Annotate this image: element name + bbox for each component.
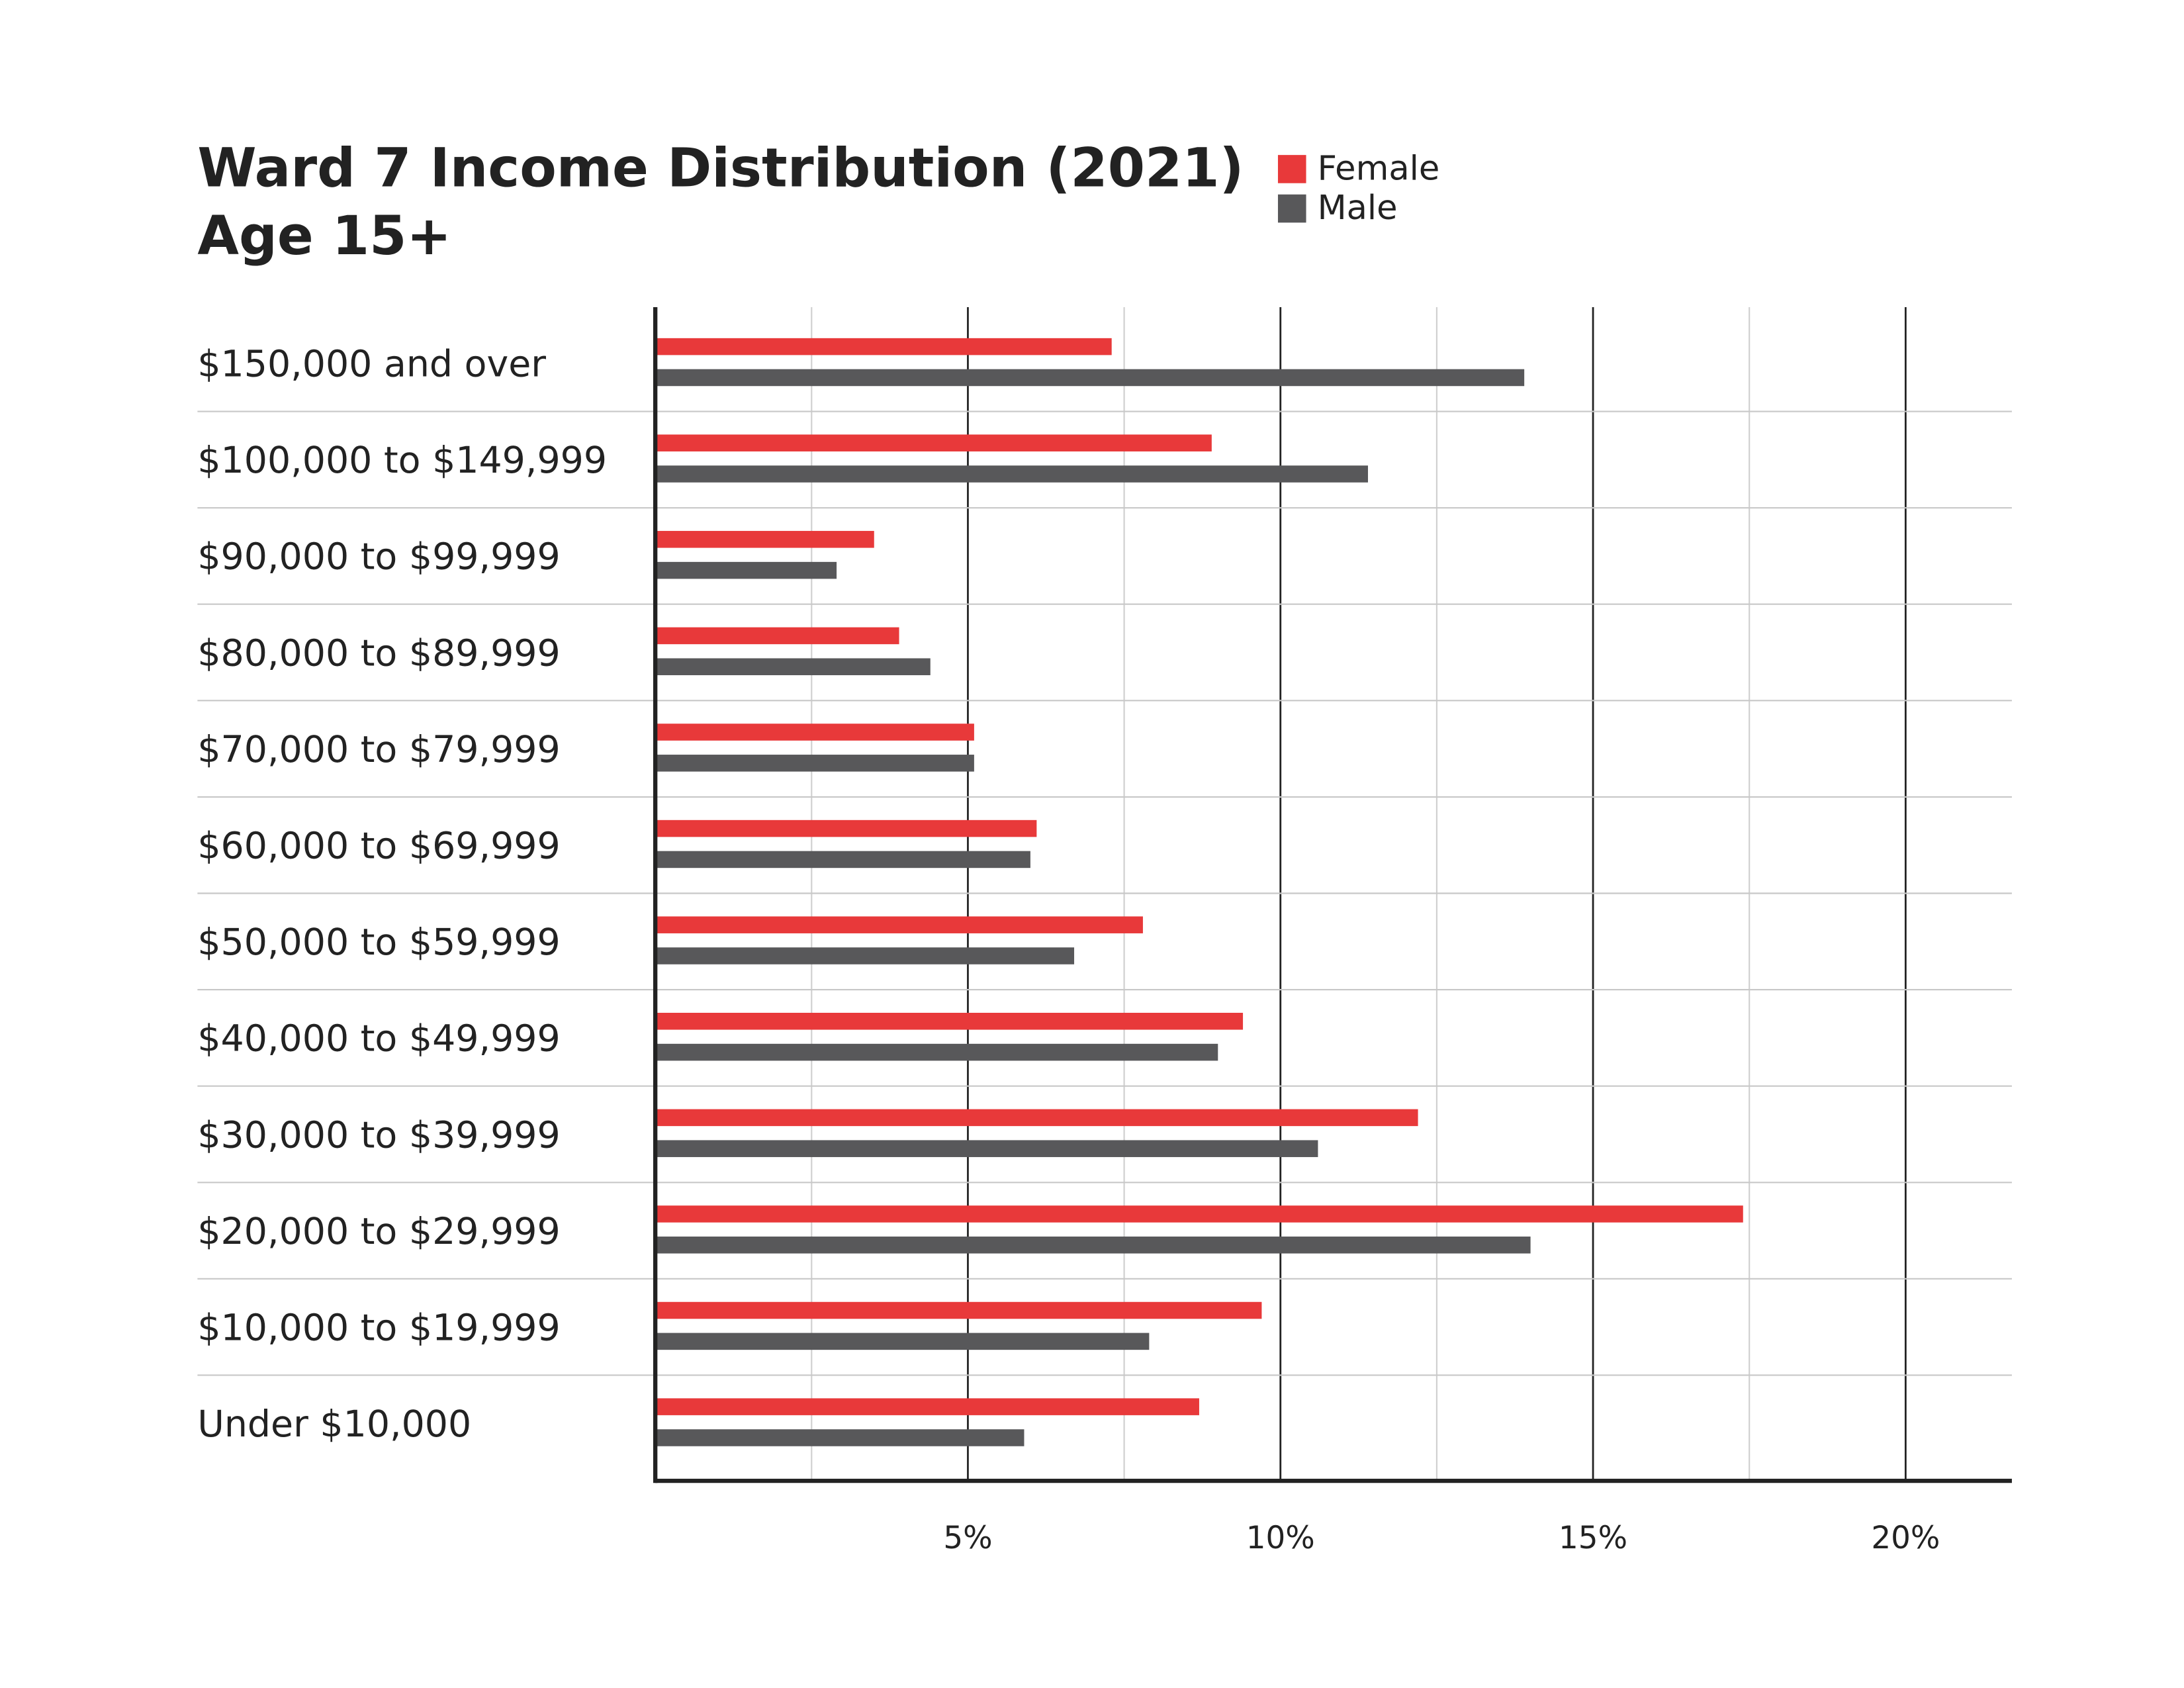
bar — [655, 851, 1030, 868]
bar — [655, 1429, 1024, 1446]
bar — [655, 1237, 1531, 1254]
bar — [655, 1109, 1418, 1127]
y-tick-label: $100,000 to $149,999 — [197, 440, 607, 482]
bar — [655, 1205, 1743, 1223]
bar — [655, 369, 1525, 387]
x-tick-label: 5% — [943, 1521, 992, 1556]
bar — [655, 531, 874, 548]
legend-swatch — [1277, 155, 1306, 183]
bar — [655, 755, 974, 772]
bar — [655, 1398, 1199, 1415]
bar — [655, 338, 1112, 355]
bar — [655, 916, 1143, 933]
bar — [655, 434, 1212, 451]
x-tick-label: 20% — [1871, 1521, 1940, 1556]
chart-subtitle: Age 15+ — [197, 205, 451, 267]
bar — [655, 627, 899, 645]
bar — [655, 724, 974, 741]
bar — [655, 658, 931, 675]
y-tick-label: Under $10,000 — [197, 1403, 471, 1446]
y-tick-label: $80,000 to $89,999 — [197, 632, 560, 675]
y-tick-label: $50,000 to $59,999 — [197, 921, 560, 964]
chart-title: Ward 7 Income Distribution (2021) — [197, 138, 1244, 200]
y-tick-label: $30,000 to $39,999 — [197, 1114, 560, 1156]
bar — [655, 820, 1037, 837]
bar — [655, 465, 1368, 483]
legend-label: Male — [1318, 189, 1398, 228]
y-tick-label: $60,000 to $69,999 — [197, 825, 560, 868]
bar — [655, 1043, 1218, 1061]
bar — [655, 561, 837, 579]
x-tick-label: 15% — [1559, 1521, 1627, 1556]
y-tick-label: $90,000 to $99,999 — [197, 536, 560, 579]
y-tick-label: $40,000 to $49,999 — [197, 1018, 560, 1060]
y-tick-label: $70,000 to $79,999 — [197, 729, 560, 771]
bar — [655, 1301, 1262, 1319]
y-tick-label: $20,000 to $29,999 — [197, 1211, 560, 1253]
y-tick-label: $150,000 and over — [197, 344, 546, 386]
bar — [655, 1013, 1244, 1030]
bar — [655, 1140, 1318, 1157]
legend-swatch — [1277, 194, 1306, 223]
x-tick-label: 10% — [1246, 1521, 1315, 1556]
y-tick-label: $10,000 to $19,999 — [197, 1307, 560, 1349]
bar — [655, 947, 1075, 964]
legend-label: Female — [1318, 150, 1440, 189]
bar — [655, 1333, 1150, 1350]
